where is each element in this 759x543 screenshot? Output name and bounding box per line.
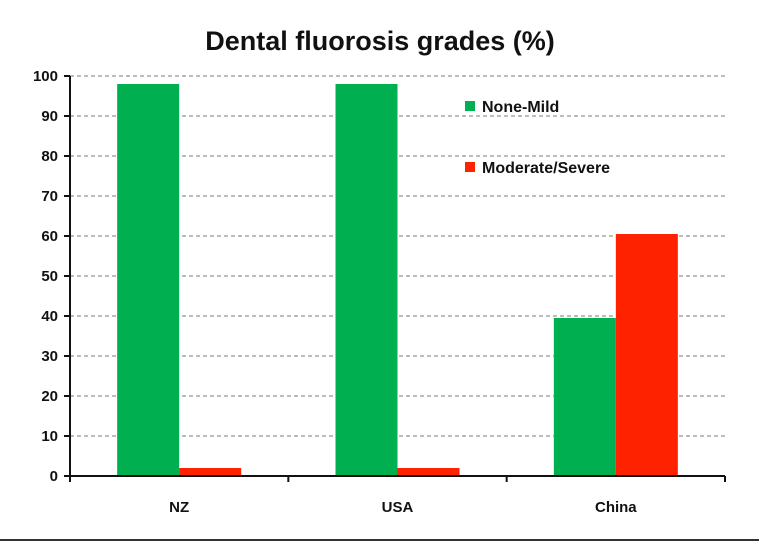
bottom-rule (0, 539, 759, 541)
y-tick-label: 50 (41, 268, 58, 285)
bar-moderate-severe-usa (397, 468, 460, 476)
y-tick-label: 100 (33, 68, 58, 85)
y-tick-label: 30 (41, 348, 58, 365)
legend-label: Moderate/Severe (482, 160, 610, 177)
y-tick-label: 10 (41, 428, 58, 445)
y-tick-label: 0 (50, 468, 58, 485)
bar-moderate-severe-china (615, 234, 678, 476)
bars (117, 84, 678, 476)
y-tick-label: 60 (41, 228, 58, 245)
y-tick-label: 70 (41, 188, 58, 205)
bar-none-mild-usa (335, 84, 398, 476)
y-tick-label: 40 (41, 308, 58, 325)
x-tick-label: China (595, 499, 637, 516)
y-tick-label: 80 (41, 148, 58, 165)
bar-none-mild-china (553, 318, 616, 476)
x-tick-label: USA (382, 499, 414, 516)
legend-label: None-Mild (482, 99, 559, 116)
x-tick-label: NZ (169, 499, 189, 516)
axes: 0 10 20 30 40 50 60 70 80 90 100 NZ USA China (33, 68, 726, 516)
y-tick-label: 20 (41, 388, 58, 405)
legend-swatch (465, 101, 475, 111)
legend: None-Mild Moderate/Severe (465, 99, 610, 177)
bar-none-mild-nz (117, 84, 180, 476)
legend-swatch (465, 162, 475, 172)
chart-title: Dental fluorosis grades (%) (205, 26, 555, 56)
bar-moderate-severe-nz (179, 468, 242, 476)
y-tick-label: 90 (41, 108, 58, 125)
